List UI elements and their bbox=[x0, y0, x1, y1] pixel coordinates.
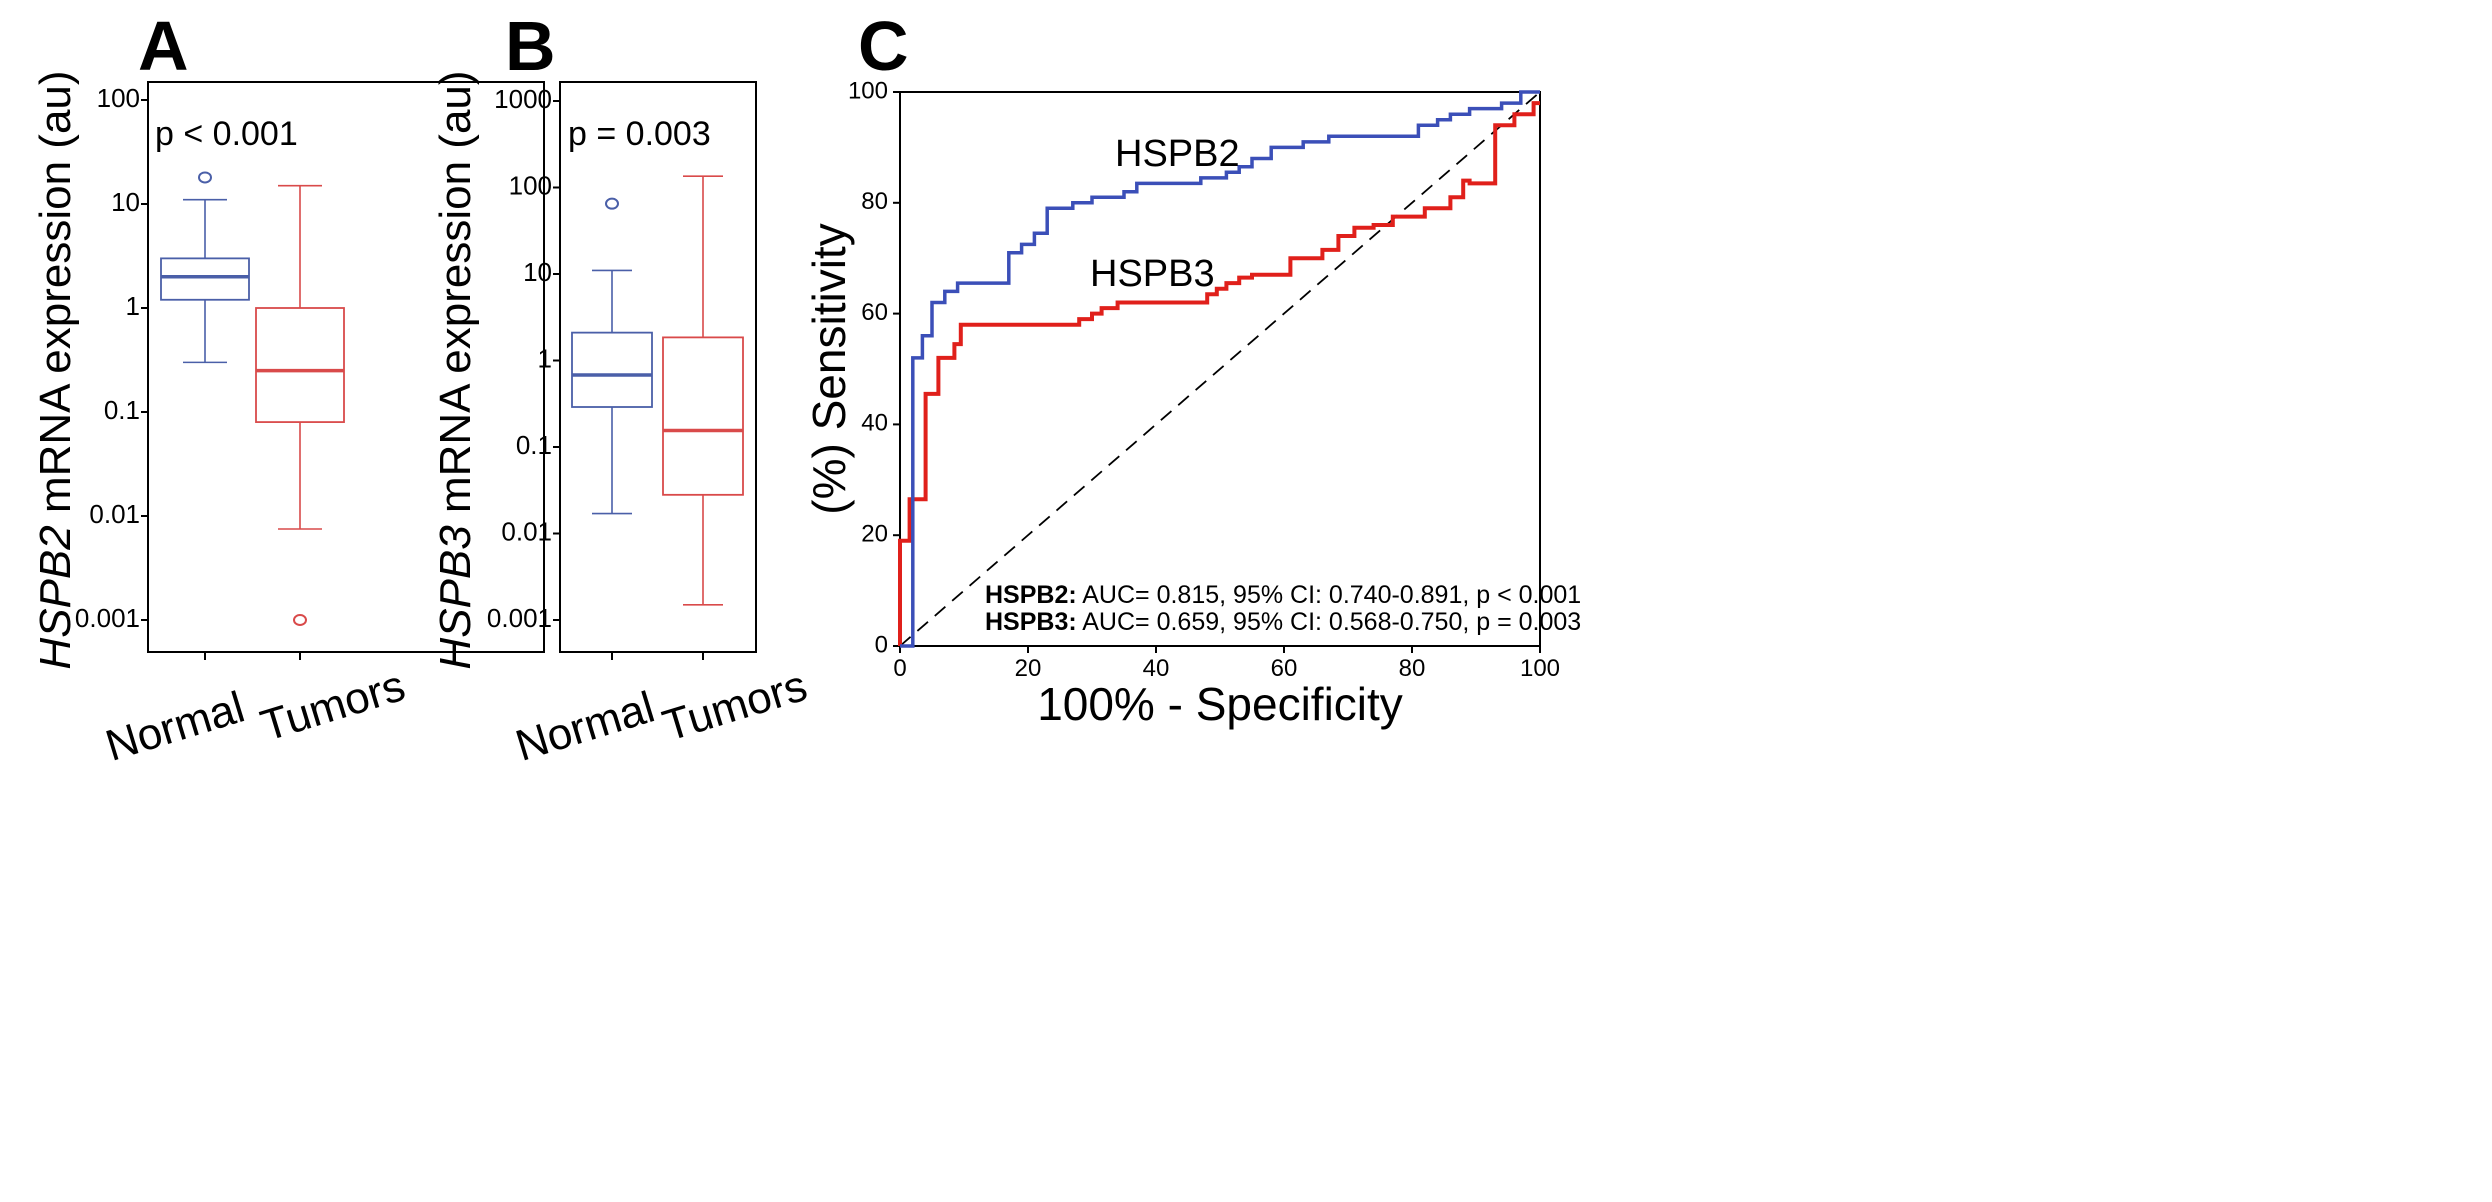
panel-b-x-axis: Normal Tumors bbox=[510, 652, 813, 771]
panel-b-xlabel-tumors: Tumors bbox=[657, 661, 812, 751]
roc-ytick-label: 100 bbox=[848, 77, 888, 104]
panel-a-y-axis: 100 10 1 0.1 0.01 0.001 bbox=[75, 83, 148, 633]
roc-ylabel: (%) Sensitivity bbox=[803, 223, 855, 514]
panel-a-x-axis: Normal Tumors bbox=[100, 652, 411, 771]
panel-a-ylabel: HSPB2 mRNA expression (au) bbox=[31, 70, 80, 669]
panel-b-ytick-label: 1000 bbox=[494, 84, 552, 114]
panel-b-boxes bbox=[571, 175, 744, 606]
panel-a-boxes bbox=[160, 171, 345, 626]
panel-b-tumors-box bbox=[662, 336, 744, 496]
panel-a-letter: A bbox=[138, 7, 189, 85]
panel-b-xlabel-normal: Normal bbox=[510, 683, 660, 771]
panel-b-ytick-label: 1 bbox=[538, 343, 552, 373]
panel-c: C 0 20 40 60 80 100 0 20 40 60 80 100 HSPB2 HSPB3 H… bbox=[803, 7, 1581, 730]
roc-stats-hspb2-text: AUC= 0.815, 95% CI: 0.740-0.891, p < 0.0… bbox=[1077, 581, 1582, 609]
panel-b-ytick-label: 0.001 bbox=[487, 603, 552, 633]
panel-a-frame bbox=[147, 81, 545, 653]
panel-a-pvalue: p < 0.001 bbox=[155, 115, 298, 153]
panel-c-frame bbox=[899, 91, 1541, 647]
panel-b: B p = 0.003 HSPB3 mRNA expression (au) 1… bbox=[431, 7, 813, 771]
panel-b-ytick-label: 100 bbox=[509, 170, 552, 200]
panel-a-ytick-label: 100 bbox=[97, 83, 140, 113]
panel-a-ytick-label: 0.01 bbox=[89, 499, 140, 529]
roc-ytick-label: 40 bbox=[861, 410, 888, 437]
panel-b-frame bbox=[559, 81, 757, 653]
roc-series-label-hspb3: HSPB3 bbox=[1090, 253, 1215, 295]
panel-b-ylabel-gene: HSPB3 bbox=[431, 525, 480, 670]
panel-b-normal-box bbox=[571, 331, 653, 408]
roc-curve-hspb2 bbox=[900, 90, 1540, 648]
panel-c-axes: 0 20 40 60 80 100 0 20 40 60 80 100 bbox=[848, 77, 1560, 682]
roc-curve-hspb3 bbox=[898, 101, 1540, 646]
panel-a-ytick-label: 10 bbox=[111, 187, 140, 217]
panel-b-ylabel-rest: mRNA expression (au) bbox=[431, 70, 480, 525]
roc-xtick-label: 0 bbox=[893, 655, 906, 682]
panel-b-ytick-label: 0.1 bbox=[516, 430, 552, 460]
panel-b-letter: B bbox=[505, 7, 556, 85]
roc-ytick-label: 20 bbox=[861, 521, 888, 548]
roc-ytick-label: 60 bbox=[861, 299, 888, 326]
roc-reference-line bbox=[899, 91, 1541, 647]
roc-xtick-label: 100 bbox=[1520, 655, 1560, 682]
roc-xlabel: 100% - Specificity bbox=[1037, 678, 1403, 730]
panel-c-letter: C bbox=[858, 7, 909, 85]
roc-ytick-label: 0 bbox=[875, 631, 888, 658]
roc-stats-hspb3-text: AUC= 0.659, 95% CI: 0.568-0.750, p = 0.0… bbox=[1077, 608, 1582, 636]
panel-b-ylabel: HSPB3 mRNA expression (au) bbox=[431, 70, 480, 669]
roc-stats-hspb2: HSPB2: AUC= 0.815, 95% CI: 0.740-0.891, … bbox=[985, 581, 1581, 609]
roc-stats-hspb2-name: HSPB2: bbox=[985, 581, 1077, 609]
roc-xtick-label: 60 bbox=[1271, 655, 1298, 682]
panel-a-xlabel-tumors: Tumors bbox=[255, 661, 410, 751]
panel-a-ytick-label: 0.001 bbox=[75, 603, 140, 633]
panel-a-tumors-box bbox=[255, 307, 345, 423]
roc-xtick-label: 20 bbox=[1015, 655, 1042, 682]
panel-a-ylabel-rest: mRNA expression (au) bbox=[31, 70, 80, 525]
roc-ytick-label: 80 bbox=[861, 188, 888, 215]
panel-a-ytick-label: 1 bbox=[126, 291, 140, 321]
roc-xtick-label: 80 bbox=[1399, 655, 1426, 682]
panel-a-xlabel-normal: Normal bbox=[100, 683, 250, 771]
panel-b-ytick-label: 0.01 bbox=[501, 516, 552, 546]
panel-b-y-axis: 1000 100 10 1 0.1 0.01 0.001 bbox=[487, 84, 560, 633]
roc-stats-hspb3: HSPB3: AUC= 0.659, 95% CI: 0.568-0.750, … bbox=[985, 608, 1581, 636]
panel-c-series bbox=[898, 90, 1541, 648]
panel-a-normal-box bbox=[160, 257, 250, 301]
panel-a-ylabel-gene: HSPB2 bbox=[31, 525, 80, 669]
panel-a-normal-outlier bbox=[198, 171, 212, 184]
panel-b-pvalue: p = 0.003 bbox=[568, 115, 711, 153]
panel-b-ytick-label: 10 bbox=[523, 257, 552, 287]
panel-a-tumors-outlier bbox=[293, 614, 307, 626]
panel-a-ytick-label: 0.1 bbox=[104, 395, 140, 425]
roc-series-label-hspb2: HSPB2 bbox=[1115, 133, 1240, 175]
roc-xtick-label: 40 bbox=[1143, 655, 1170, 682]
roc-stats-hspb3-name: HSPB3: bbox=[985, 608, 1077, 636]
panel-b-normal-outlier bbox=[605, 197, 619, 210]
